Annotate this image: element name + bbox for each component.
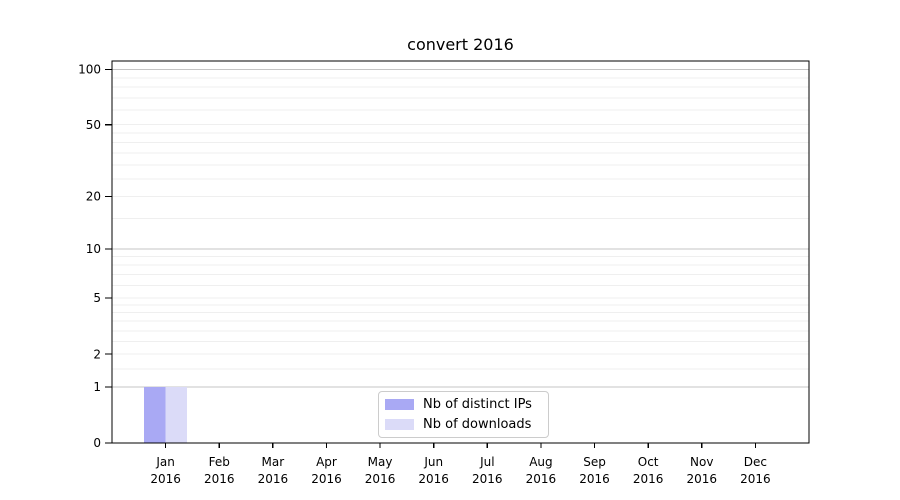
- legend-item-distinct-ips: Nb of distinct IPs: [385, 396, 540, 414]
- x-tick-label-mar: Mar 2016: [258, 455, 289, 486]
- x-tick-label-apr: Apr 2016: [311, 455, 342, 486]
- x-tick-label-jun: Jun 2016: [418, 455, 449, 486]
- y-tick-label-0: 0: [93, 436, 101, 450]
- x-tick-label-may: May 2016: [365, 455, 396, 486]
- chart-title: convert 2016: [407, 35, 514, 54]
- legend-label-distinct-ips: Nb of distinct IPs: [423, 397, 532, 413]
- bar-jan-series0: [144, 386, 166, 443]
- x-tick-label-jul: Jul 2016: [472, 455, 503, 486]
- legend-swatch-distinct-ips: [385, 399, 414, 411]
- y-tick-label-100: 100: [78, 63, 101, 77]
- x-tick-label-feb: Feb 2016: [204, 455, 235, 486]
- y-tick-label-20: 20: [86, 190, 101, 204]
- legend-swatch-downloads: [385, 418, 414, 430]
- y-tick-label-50: 50: [86, 118, 101, 132]
- x-tick-label-sep: Sep 2016: [579, 455, 610, 486]
- x-tick-label-aug: Aug 2016: [526, 455, 557, 486]
- y-tick-label-2: 2: [93, 347, 101, 361]
- y-tick-label-1: 1: [93, 380, 101, 394]
- legend: Nb of distinct IPs Nb of downloads: [378, 391, 549, 438]
- y-tick-label-10: 10: [86, 242, 101, 256]
- y-tick-label-5: 5: [93, 291, 101, 305]
- plot-border: [111, 60, 810, 444]
- legend-item-downloads: Nb of downloads: [385, 416, 540, 434]
- x-tick-label-jan: Jan 2016: [150, 455, 181, 486]
- x-tick-label-oct: Oct 2016: [633, 455, 664, 486]
- x-tick-label-nov: Nov 2016: [686, 455, 717, 486]
- x-tick-label-dec: Dec 2016: [740, 455, 771, 486]
- bar-jan-series1: [165, 386, 188, 443]
- legend-label-downloads: Nb of downloads: [423, 416, 532, 432]
